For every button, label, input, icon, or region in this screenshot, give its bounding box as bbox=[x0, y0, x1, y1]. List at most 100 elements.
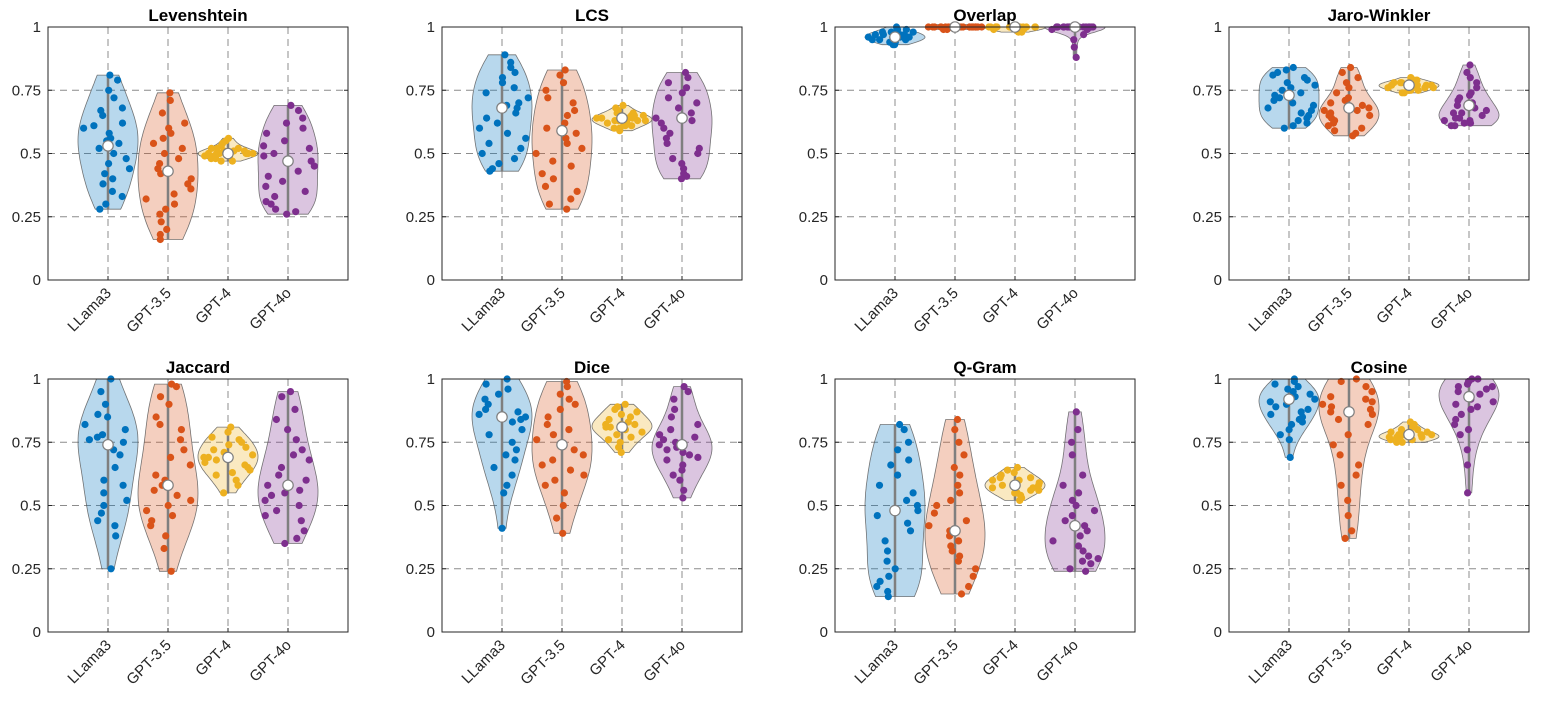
data-point bbox=[101, 170, 109, 178]
data-point bbox=[904, 438, 913, 446]
subplot-6: 0 0.25 0.5 0.75 1 LLama3 GPT-3.5 GPT-4 GPT-4o Q-G… bbox=[799, 358, 1136, 689]
data-point bbox=[1068, 438, 1076, 446]
data-point bbox=[604, 436, 613, 444]
data-point bbox=[291, 405, 299, 413]
data-point bbox=[261, 511, 269, 520]
data-point bbox=[652, 114, 660, 122]
data-point bbox=[660, 124, 668, 132]
data-point bbox=[567, 162, 575, 170]
data-point bbox=[655, 441, 663, 449]
data-point bbox=[305, 144, 313, 152]
data-point bbox=[186, 461, 194, 469]
y-tick-label: 0.5 bbox=[1201, 498, 1222, 515]
median-marker bbox=[496, 411, 508, 423]
data-point bbox=[566, 466, 575, 474]
data-point bbox=[956, 471, 964, 479]
median-marker bbox=[949, 524, 961, 537]
data-point bbox=[1344, 496, 1352, 504]
data-point bbox=[125, 165, 134, 173]
y-tick-label: 0.25 bbox=[799, 209, 828, 226]
data-point bbox=[152, 413, 160, 421]
data-point bbox=[1285, 426, 1293, 434]
subplot-title: Cosine bbox=[1351, 358, 1408, 377]
data-point bbox=[228, 157, 236, 165]
median-marker bbox=[102, 438, 114, 451]
data-point bbox=[633, 408, 641, 416]
y-tick-label: 0.25 bbox=[12, 209, 41, 226]
data-point bbox=[1298, 418, 1306, 426]
data-point bbox=[495, 160, 503, 168]
data-point bbox=[1336, 451, 1344, 459]
data-point bbox=[1463, 461, 1472, 469]
median-marker bbox=[1403, 428, 1415, 441]
data-point bbox=[1090, 507, 1099, 515]
data-point bbox=[510, 155, 519, 163]
data-point bbox=[180, 446, 188, 454]
data-point bbox=[682, 84, 691, 92]
data-point bbox=[289, 451, 298, 459]
data-point bbox=[1396, 79, 1405, 87]
y-tick-label: 0 bbox=[427, 272, 435, 289]
data-point bbox=[1303, 119, 1311, 127]
data-point bbox=[667, 413, 676, 421]
data-point bbox=[207, 144, 215, 152]
data-point bbox=[900, 426, 908, 434]
data-point bbox=[543, 124, 551, 132]
data-point bbox=[1325, 111, 1333, 120]
data-point bbox=[212, 471, 220, 479]
data-point bbox=[1457, 410, 1465, 418]
data-point bbox=[246, 466, 254, 474]
subplot-title: Jaccard bbox=[166, 358, 230, 377]
y-tick-label: 0.5 bbox=[20, 146, 41, 163]
y-tick-label: 1 bbox=[427, 19, 435, 36]
data-point bbox=[1464, 489, 1472, 497]
x-tick-label: LLama3 bbox=[1245, 285, 1295, 335]
data-point bbox=[118, 119, 127, 127]
y-tick-label: 0 bbox=[1214, 624, 1222, 641]
data-point bbox=[271, 192, 279, 201]
data-point bbox=[264, 172, 272, 180]
data-point bbox=[267, 491, 276, 499]
data-point bbox=[1027, 474, 1035, 482]
y-tick-label: 0 bbox=[820, 272, 828, 289]
data-point bbox=[475, 410, 483, 418]
data-point bbox=[262, 182, 270, 190]
data-point bbox=[1358, 124, 1366, 132]
subplot-title: Levenshtein bbox=[148, 6, 247, 25]
data-point bbox=[97, 388, 105, 396]
median-marker bbox=[496, 102, 508, 114]
data-point bbox=[538, 170, 546, 178]
data-point bbox=[111, 522, 119, 530]
x-tick-label: LLama3 bbox=[458, 637, 508, 687]
data-point bbox=[1414, 86, 1422, 94]
data-point bbox=[957, 590, 966, 598]
median-marker bbox=[222, 147, 234, 160]
data-point bbox=[1454, 388, 1462, 396]
y-tick-label: 0.5 bbox=[414, 498, 435, 515]
x-tick-label: GPT-3.5 bbox=[1304, 285, 1356, 337]
data-point bbox=[1083, 25, 1091, 34]
x-tick-label: GPT-3.5 bbox=[123, 285, 175, 337]
data-point bbox=[556, 71, 564, 79]
data-point bbox=[85, 436, 93, 444]
data-point bbox=[1368, 388, 1376, 396]
data-point bbox=[1349, 132, 1357, 140]
data-point bbox=[925, 522, 933, 530]
data-point bbox=[532, 149, 540, 158]
data-point bbox=[106, 71, 114, 79]
data-point bbox=[631, 420, 639, 429]
data-point bbox=[664, 79, 673, 87]
data-point bbox=[891, 565, 899, 573]
data-point bbox=[310, 162, 318, 170]
data-point bbox=[541, 481, 549, 489]
data-point bbox=[1284, 385, 1292, 393]
x-tick-label: GPT-3.5 bbox=[910, 637, 962, 689]
data-point bbox=[1344, 431, 1352, 439]
data-point bbox=[680, 486, 688, 494]
data-point bbox=[1384, 84, 1392, 92]
data-point bbox=[1364, 420, 1372, 429]
data-point bbox=[150, 486, 158, 494]
data-point bbox=[1452, 400, 1460, 408]
y-tick-label: 0.25 bbox=[406, 209, 435, 226]
data-point bbox=[1463, 68, 1471, 77]
